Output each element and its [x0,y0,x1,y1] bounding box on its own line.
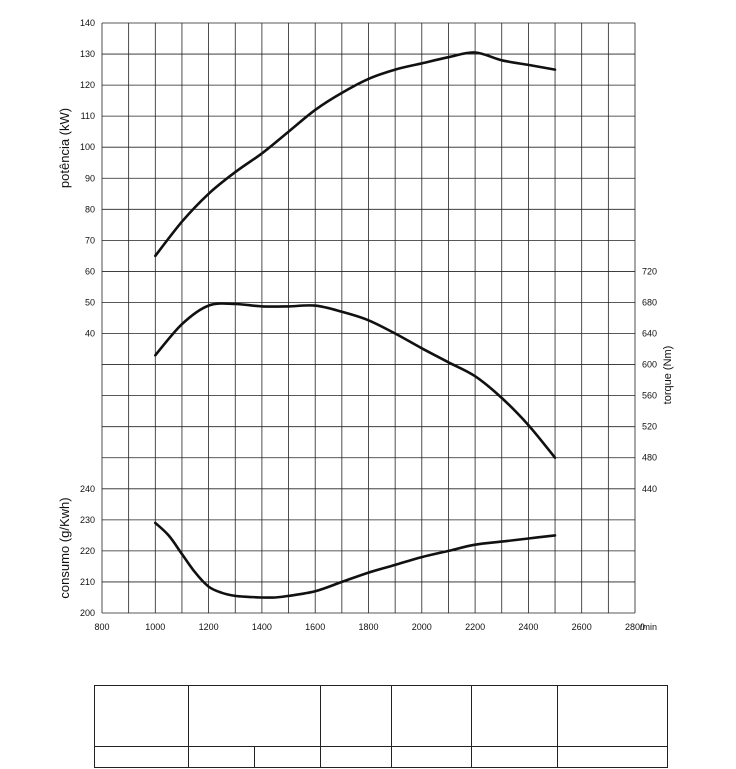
power-tick-label: 100 [80,142,95,152]
consumption-tick-label: 200 [80,608,95,618]
power-tick-label: 90 [85,173,95,183]
table-cell [320,685,392,747]
table-cell [254,746,321,768]
table-cell [188,746,255,768]
x-axis-unit-label: /min [640,622,657,632]
power-tick-label: 60 [85,266,95,276]
torque-curve [154,302,557,459]
table-cell [94,685,189,747]
power-tick-label: 40 [85,329,95,339]
power-tick-label: 50 [85,297,95,307]
x-tick-label: 1200 [199,622,219,632]
table-header-row [94,685,668,747]
torque-tick-label: 520 [642,422,657,432]
torque-tick-label: 440 [642,484,657,494]
consumption-axis-tick-labels: 200 210 220 230 240 [80,484,95,618]
torque-tick-label: 640 [642,329,657,339]
power-axis-title: potência (kW) [57,108,72,188]
torque-tick-label: 560 [642,391,657,401]
power-tick-label: 120 [80,80,95,90]
x-tick-label: 2000 [412,622,432,632]
table-cell [391,746,472,768]
consumption-tick-label: 210 [80,577,95,587]
consumption-tick-label: 220 [80,546,95,556]
table-cell [471,685,558,747]
power-curve [154,51,557,258]
x-tick-label: 2400 [518,622,538,632]
x-tick-label: 2600 [572,622,592,632]
x-axis-tick-labels: 800 1000 1200 1400 1600 1800 2000 2200 2400 2600 2… [94,622,645,632]
x-tick-label: 1000 [145,622,165,632]
power-tick-label: 110 [81,111,95,121]
table-cell [557,746,668,768]
chart-curves [154,51,557,599]
torque-tick-label: 720 [642,266,657,276]
consumption-tick-label: 240 [80,484,95,494]
power-tick-label: 80 [85,204,95,214]
x-tick-label: 2800 [625,622,645,632]
power-tick-label: 70 [85,235,95,245]
torque-axis-title: torque (Nm) [662,346,674,405]
chart-grid [101,22,636,614]
torque-tick-label: 680 [642,297,657,307]
consumption-curve [154,521,557,599]
table-cell [557,685,668,747]
consumption-axis-title: consumo (g/Kwh) [57,497,72,598]
torque-axis-tick-labels: 440 480 520 560 600 640 680 720 [642,266,657,493]
table-cell [391,685,472,747]
engine-performance-chart: 800 1000 1200 1400 1600 1800 2000 2200 2400 2600 2… [57,18,674,632]
consumption-tick-label: 230 [80,515,95,525]
x-tick-label: 1600 [305,622,325,632]
x-tick-label: 2200 [465,622,485,632]
x-tick-label: 1400 [252,622,272,632]
torque-tick-label: 480 [642,453,657,463]
power-tick-label: 130 [80,49,95,59]
table-cell [320,746,392,768]
table-cell [471,746,558,768]
table-row [94,746,668,768]
table-cell [188,685,321,747]
x-tick-label: 800 [94,622,109,632]
empty-data-table [94,685,668,768]
power-axis-tick-labels: 40 50 60 70 80 90 100 110 120 130 140 [80,18,95,339]
x-tick-label: 1800 [358,622,378,632]
power-tick-label: 140 [80,18,95,28]
torque-tick-label: 600 [642,360,657,370]
table-cell [94,746,189,768]
